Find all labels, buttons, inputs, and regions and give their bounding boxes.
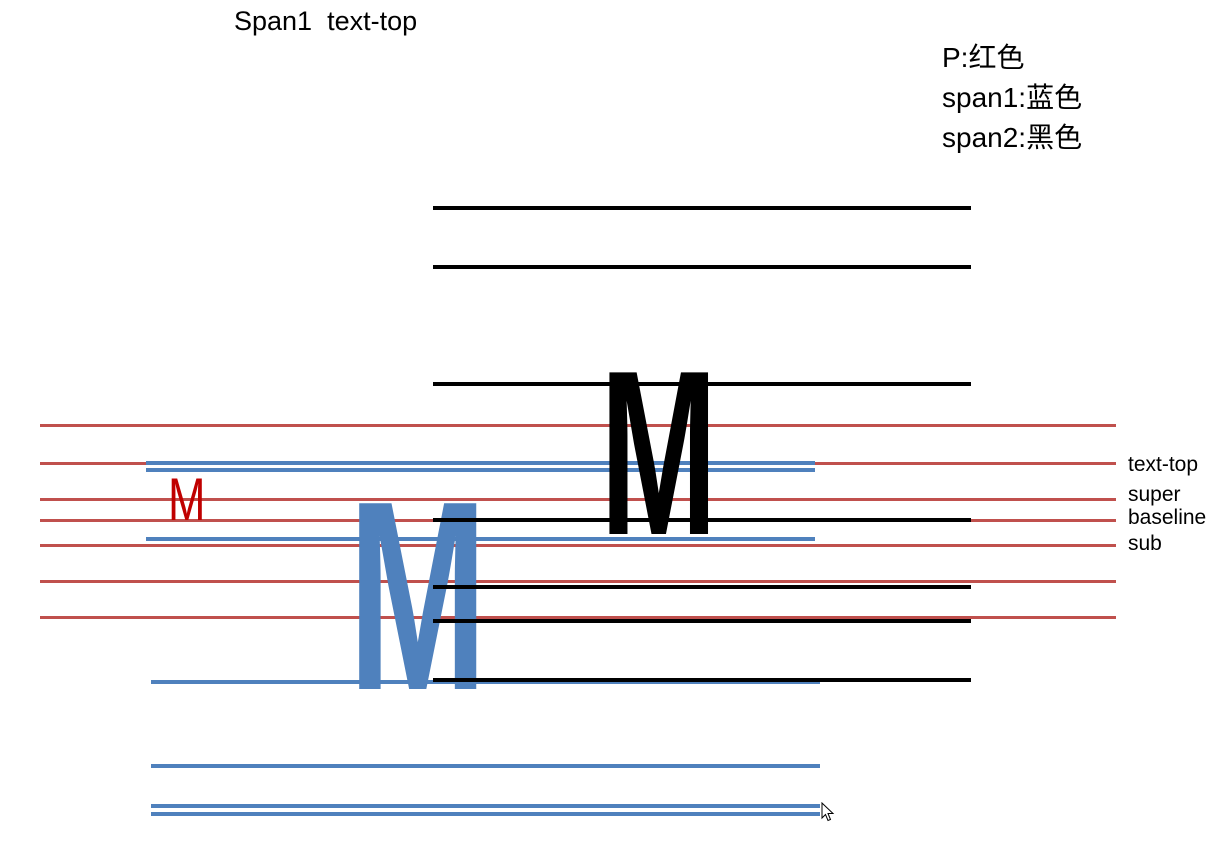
span1-glyph: M (348, 446, 488, 747)
mouse-pointer-icon (821, 801, 835, 827)
span1-line (151, 804, 820, 808)
span2-line (433, 206, 971, 210)
p-line (40, 580, 1116, 583)
span2-line (433, 518, 971, 522)
span2-glyph: M (600, 321, 718, 584)
legend-span1: span1:蓝色 (942, 82, 1083, 113)
p-line (40, 498, 1116, 501)
span2-line (433, 265, 971, 269)
span2-line (433, 619, 971, 623)
p-line (40, 616, 1116, 619)
legend-p: P:红色 (942, 42, 1025, 73)
color-legend: P:红色 span1:蓝色 span2:黑色 (942, 38, 1082, 158)
span1-line (151, 764, 820, 768)
span2-line (433, 678, 971, 682)
p-line (40, 544, 1116, 547)
diagram-title: Span1 text-top (234, 6, 418, 36)
label-sub: sub (1128, 532, 1162, 555)
label-super: super (1128, 483, 1181, 506)
legend-span2: span2:黑色 (942, 122, 1083, 153)
p-glyph: M (168, 466, 206, 533)
span1-line (146, 461, 815, 465)
span1-line (146, 537, 815, 541)
label-baseline: baseline (1128, 506, 1207, 529)
span2-line (433, 382, 971, 386)
p-line (40, 424, 1116, 427)
span1-line (151, 812, 820, 816)
span1-line (146, 468, 815, 472)
span1-line (151, 680, 820, 684)
label-text-top: text-top (1128, 453, 1199, 476)
span2-line (433, 585, 971, 589)
